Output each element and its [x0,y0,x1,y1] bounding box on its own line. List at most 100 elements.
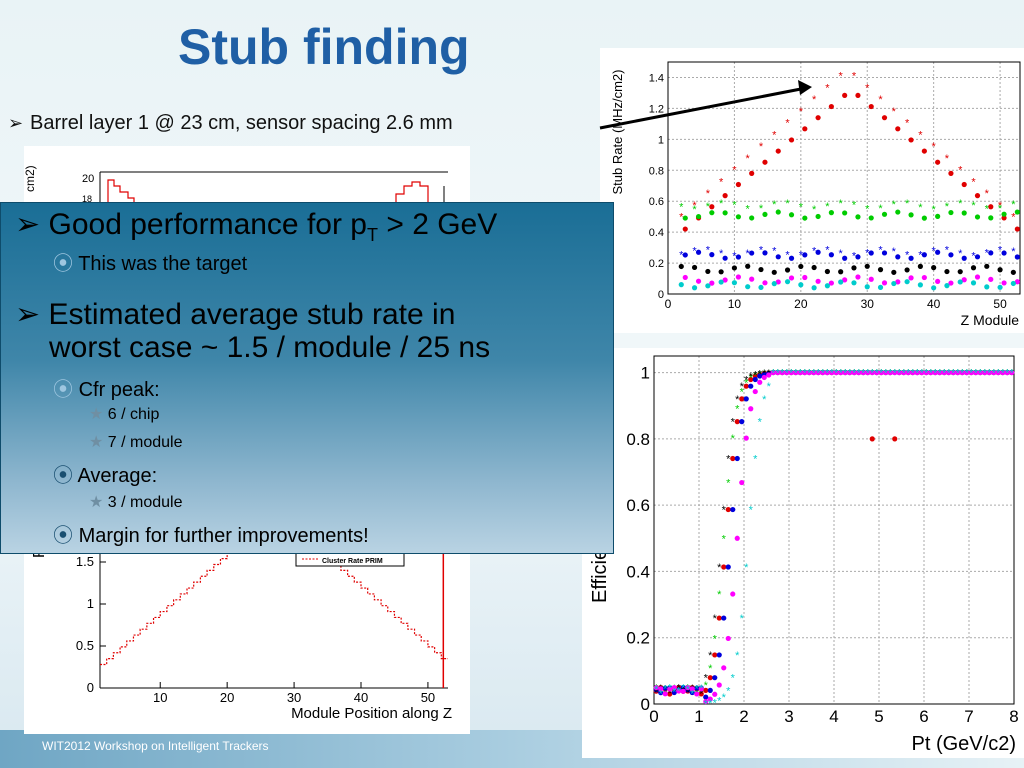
y-tick-label: 0.6 [649,196,664,208]
bullet-text: Barrel layer 1 @ 23 cm, sensor spacing 2… [30,112,453,134]
data-point [802,215,808,221]
data-point [908,212,914,218]
data-point: * [731,417,736,429]
data-point [883,369,889,376]
data-point: * [915,368,920,380]
data-point: * [717,589,722,601]
data-point: * [983,368,988,380]
data-point: * [719,198,724,210]
data-point [1010,280,1016,287]
circle-bullet-icon: ⦿ [53,379,79,401]
data-point [842,369,848,376]
data-point [691,264,698,271]
data-point: * [861,368,866,380]
data-point: * [985,248,990,260]
data-point: * [771,368,776,380]
stub-ylabel: Stub Rate (MHz/cm2) [610,70,625,195]
data-point [970,265,977,271]
data-point: * [726,453,731,465]
data-point: * [932,246,937,258]
plot-frame [667,61,1021,295]
data-point: * [803,368,808,380]
data-point: * [985,188,990,200]
data-point [974,254,981,260]
data-point [828,280,834,286]
data-point [1014,254,1020,260]
data-point: * [722,505,727,517]
item-text: 6 / chip [107,406,160,423]
stub-xlabel: Z Module [961,312,1020,328]
data-point [743,396,749,402]
data-point [667,691,673,697]
bullet-good-performance: ➢ Good performance for pT > 2 GeV [15,207,497,246]
summary-overlay: ➢ Good performance for pT > 2 GeV ⦿ This… [0,202,614,554]
data-point [766,372,772,378]
data-point: * [924,368,929,380]
data-point [824,268,830,275]
y-tick-label: 1.4 [649,72,664,84]
circle-bullet-icon: ⦿ [53,253,79,275]
data-point [1000,369,1006,376]
y-tick-label: 1 [658,134,664,146]
data-point [905,369,911,376]
data-point [739,419,745,425]
inset-ytick: 18 [82,194,92,204]
data-point: * [759,141,764,153]
x-tick-label: 0 [649,707,658,726]
data-point [680,684,686,691]
data-point [707,675,713,681]
y-tick-label: 0 [641,695,650,714]
data-point [895,209,901,215]
data-point [749,215,755,221]
data-point [959,369,965,376]
data-point: * [772,129,777,141]
data-point [725,564,731,570]
data-point [957,279,963,285]
data-point [748,383,754,389]
x-tick-label: 20 [220,690,234,705]
x-tick-label: 30 [287,690,301,705]
data-point [739,396,745,402]
data-point: * [726,685,731,697]
y-tick-label: 0.2 [626,629,650,648]
data-point [974,214,981,220]
data-point: * [699,683,704,695]
data-point: * [830,368,835,380]
data-point: * [998,244,1003,256]
data-point [730,591,736,597]
data-point [856,369,862,376]
bullet-barrel-layer: ➢ Barrel layer 1 @ 23 cm, sensor spacing… [8,112,453,135]
data-point: * [852,71,857,83]
data-point [745,284,751,290]
x-tick-label: 5 [874,707,883,726]
bullet-text-tail: > 2 GeV [378,208,498,241]
data-point: * [892,246,897,258]
arrow-bullet-icon: ➢ [15,298,49,331]
data-point [815,369,821,376]
data-point [775,148,781,154]
data-point [974,274,981,280]
data-point [705,283,711,289]
data-point [709,210,715,216]
data-point [709,252,715,258]
data-point [881,115,888,121]
data-point: * [753,453,758,465]
data-point [749,276,755,282]
data-point [828,103,834,110]
data-point [682,252,688,258]
data-point: * [878,94,883,106]
data-point [797,369,803,376]
data-point [709,204,715,210]
data-point: * [905,118,910,130]
bullet-text: Good performance for p [48,208,367,241]
data-point [892,369,898,376]
data-point [725,506,731,513]
data-point: * [974,368,979,380]
data-point [988,204,994,210]
data-point [838,269,844,275]
data-point [757,379,763,385]
data-point [988,250,994,256]
data-point: * [857,368,862,380]
data-point: * [825,244,830,256]
data-point: * [762,394,767,406]
